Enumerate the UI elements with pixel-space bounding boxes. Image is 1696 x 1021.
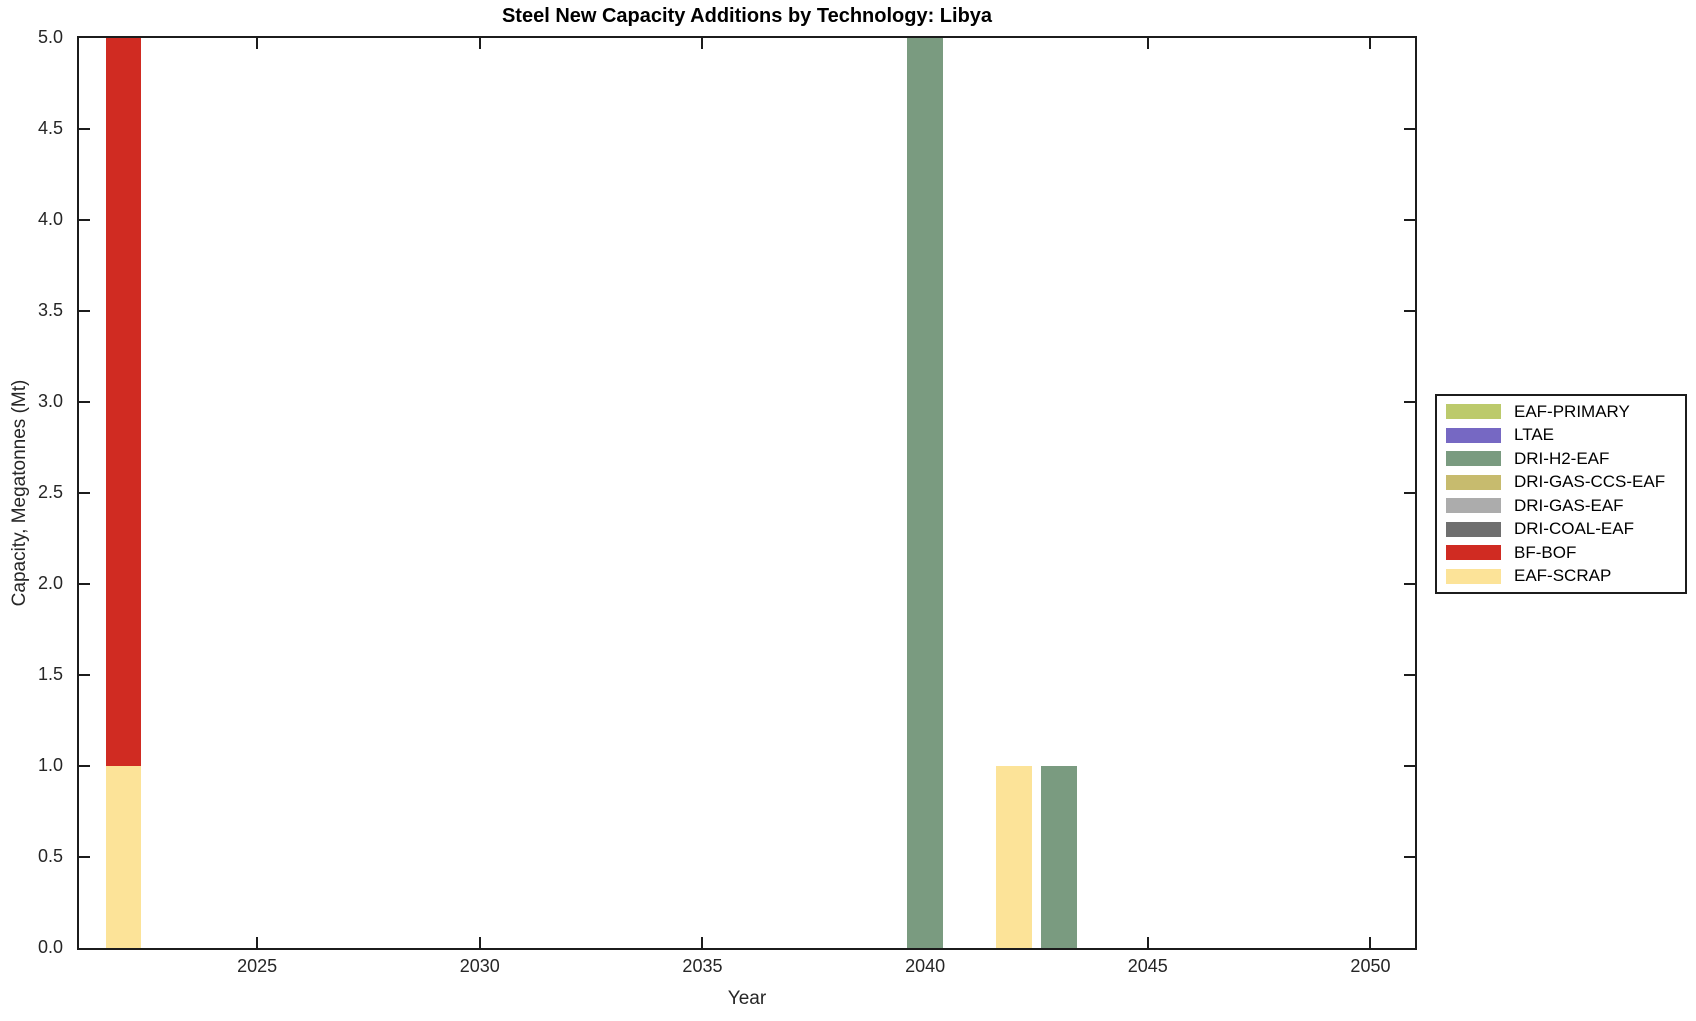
y-tick: [79, 310, 90, 312]
bar-segment-dri-h2-eaf: [907, 38, 943, 948]
legend-label: DRI-COAL-EAF: [1514, 519, 1634, 539]
y-tick-right: [1404, 492, 1415, 494]
y-tick: [79, 765, 90, 767]
legend-label: BF-BOF: [1514, 542, 1577, 562]
legend-label: DRI-H2-EAF: [1514, 448, 1610, 468]
bar-segment-bf-bof: [105, 38, 142, 766]
x-tick: [1369, 937, 1372, 948]
y-tick-right: [1404, 856, 1415, 858]
x-tick-label: 2050: [1350, 956, 1391, 976]
x-tick-label: 2025: [237, 956, 278, 976]
legend-row: DRI-H2-EAF: [1446, 449, 1685, 469]
x-tick-label: 2030: [459, 956, 500, 976]
y-tick-label: 1.5: [37, 664, 63, 684]
y-tick-right: [1404, 765, 1415, 767]
legend-label: EAF-PRIMARY: [1514, 401, 1630, 421]
y-tick: [79, 674, 90, 676]
bar-segment-dri-h2-eaf: [1040, 766, 1077, 948]
x-axis-label: Year: [727, 988, 767, 1009]
x-tick-top: [478, 38, 481, 49]
bar-segment-eaf-scrap: [105, 766, 142, 948]
y-tick-label: 0.5: [37, 846, 63, 866]
legend-swatch-icon: [1446, 545, 1501, 561]
y-tick-label: 2.5: [37, 482, 63, 502]
x-tick-label: 2045: [1127, 956, 1168, 976]
legend-label: LTAE: [1514, 425, 1554, 445]
legend-swatch-icon: [1446, 498, 1501, 514]
y-tick-label: 5.0: [37, 27, 63, 47]
legend-row: EAF-PRIMARY: [1446, 402, 1685, 422]
y-tick-right: [1404, 219, 1415, 221]
legend-row: DRI-GAS-EAF: [1446, 496, 1685, 516]
legend-row: BF-BOF: [1446, 543, 1685, 563]
y-tick: [79, 219, 90, 221]
x-tick-top: [701, 38, 704, 49]
x-tick-label: 2035: [682, 956, 723, 976]
x-tick-top: [1369, 38, 1372, 49]
y-axis-label: Capacity, Megatonnes (Mt): [9, 379, 30, 607]
legend-row: LTAE: [1446, 425, 1685, 445]
y-tick-right: [1404, 674, 1415, 676]
legend-row: DRI-GAS-CCS-EAF: [1446, 472, 1685, 492]
bar-segment-eaf-scrap: [996, 766, 1032, 948]
y-tick-label: 2.0: [37, 573, 63, 593]
legend-label: DRI-GAS-CCS-EAF: [1514, 472, 1666, 492]
plot-area: 2025 2030 2035 2040 2045 2050 0.0 0.5 1.0 1.5 2.0 2…: [38, 27, 1417, 976]
y-tick-label: 1.0: [37, 755, 63, 775]
y-tick: [79, 583, 90, 585]
x-tick: [1146, 937, 1149, 948]
y-tick: [79, 856, 90, 858]
y-tick-label: 0.0: [37, 937, 63, 957]
legend: EAF-PRIMARY LTAE DRI-H2-EAF DRI-GAS-CCS-EAF…: [1435, 394, 1687, 594]
y-tick-label: 4.0: [37, 209, 63, 229]
x-tick: [256, 937, 259, 948]
y-tick-label: 3.0: [37, 391, 63, 411]
y-tick-right: [1404, 583, 1415, 585]
legend-swatch-icon: [1446, 474, 1501, 490]
x-tick: [478, 937, 481, 948]
x-tick-top: [256, 38, 259, 49]
legend-swatch-icon: [1446, 568, 1501, 584]
x-tick-top: [1146, 38, 1149, 49]
y-tick: [79, 128, 90, 130]
y-tick-right: [1404, 401, 1415, 403]
y-tick: [79, 492, 90, 494]
y-tick: [79, 401, 90, 403]
y-tick-right: [1404, 310, 1415, 312]
legend-row: EAF-SCRAP: [1446, 566, 1685, 586]
y-tick-label: 4.5: [37, 118, 63, 138]
y-tick-right: [1404, 128, 1415, 130]
chart-title: Steel New Capacity Additions by Technolo…: [501, 5, 993, 27]
legend-label: DRI-GAS-EAF: [1514, 495, 1624, 515]
legend-swatch-icon: [1446, 427, 1501, 443]
y-tick-label: 3.5: [37, 300, 63, 320]
legend-swatch-icon: [1446, 451, 1501, 467]
legend-swatch-icon: [1446, 404, 1501, 420]
legend-label: EAF-SCRAP: [1514, 566, 1612, 586]
x-tick-label: 2040: [905, 956, 946, 976]
legend-row: DRI-COAL-EAF: [1446, 519, 1685, 539]
x-tick: [701, 937, 704, 948]
legend-swatch-icon: [1446, 521, 1501, 537]
